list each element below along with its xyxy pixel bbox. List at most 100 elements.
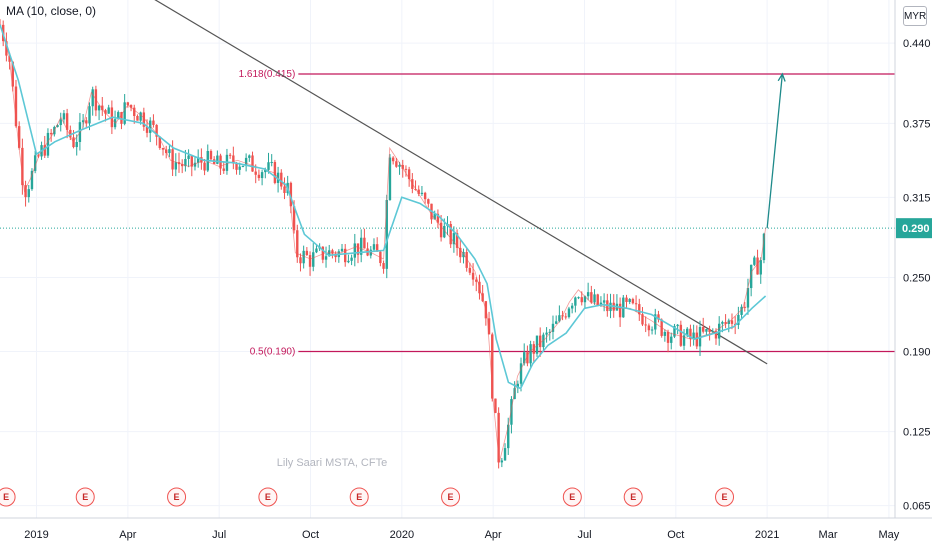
candle-body [436, 213, 440, 223]
candle-body [519, 363, 523, 384]
candle-body [312, 252, 315, 267]
candle-body [254, 171, 257, 175]
candle-body [657, 314, 660, 320]
candle-body [564, 316, 567, 318]
candle-body [743, 306, 746, 308]
candle-body [593, 294, 596, 303]
watermark-text: Lily Saari MSTA, CFTe [277, 457, 387, 469]
candle-body [129, 104, 133, 108]
candle-body [746, 288, 750, 308]
candle-body [459, 247, 462, 258]
candle-body [407, 169, 411, 180]
candle-body [628, 299, 631, 302]
candle-body [398, 164, 401, 167]
candle-body [689, 328, 692, 339]
candle-body [104, 110, 107, 114]
candle-body [708, 329, 711, 333]
candle-body [391, 157, 395, 162]
candle-body [196, 157, 200, 163]
candle-body [679, 324, 683, 346]
time-axis-tick-label: 2020 [390, 529, 414, 541]
price-axis-tick-label: 0.250 [903, 273, 931, 285]
earnings-marker-label: E [82, 492, 88, 502]
time-axis-tick-label: Mar [819, 529, 838, 541]
ma-line[interactable] [0, 24, 767, 390]
candle-body [414, 188, 417, 190]
candle-body [123, 102, 126, 124]
candle-body [324, 256, 328, 260]
candle-body [30, 170, 34, 190]
trendline[interactable] [0, 0, 768, 365]
candle-body [759, 260, 762, 275]
candle-body [81, 120, 85, 123]
earnings-marker-label: E [265, 492, 271, 502]
candle-body [184, 158, 187, 167]
candle-body [331, 250, 334, 254]
candle-body [107, 107, 110, 114]
candle-body [27, 189, 30, 198]
candle-body [43, 145, 46, 156]
candle-body [583, 296, 587, 303]
candle-body [292, 206, 296, 231]
earnings-marker[interactable] [562, 487, 582, 507]
candle-body [356, 243, 360, 255]
time-axis-tick-label: Jul [577, 529, 591, 541]
candle-body [673, 326, 676, 337]
candle-body [666, 331, 670, 343]
earnings-marker[interactable] [715, 487, 735, 507]
candle-body [609, 302, 612, 312]
candle-body [596, 294, 599, 305]
candle-body [257, 174, 261, 179]
time-axis-tick-label: 2021 [755, 529, 779, 541]
candle-body [193, 162, 197, 167]
candle-body [280, 172, 283, 187]
candle-body [353, 243, 357, 258]
candle-body [372, 244, 376, 250]
currency-badge[interactable]: MYR [903, 6, 927, 26]
candle-body [756, 257, 759, 275]
candle-body [468, 267, 472, 273]
candle-body [65, 113, 69, 130]
candle-body [423, 192, 427, 200]
indicator-label[interactable]: MA (10, close, 0) [6, 4, 97, 18]
candle-body [158, 136, 162, 149]
candle-body [545, 332, 548, 335]
candle-body [85, 120, 88, 124]
close-line [0, 24, 766, 463]
candle-body [737, 314, 740, 325]
time-axis-tick-label: May [879, 529, 900, 541]
candle-body [702, 327, 705, 332]
candle-body [452, 233, 456, 245]
candle-body [500, 460, 504, 463]
candle-body [145, 126, 149, 133]
earnings-marker[interactable] [258, 487, 278, 507]
earnings-marker[interactable] [623, 487, 643, 507]
candle-body [449, 223, 452, 245]
projection-arrow[interactable] [766, 73, 784, 229]
candle-body [705, 329, 708, 332]
candle-body [24, 185, 27, 198]
candle-body [714, 331, 718, 339]
price-axis-tick-label: 0.440 [903, 38, 931, 50]
earnings-marker[interactable] [441, 487, 461, 507]
candle-body [535, 335, 539, 354]
candle-body [190, 155, 193, 167]
candle-body [586, 292, 590, 297]
candle-body [149, 120, 152, 133]
candle-body [721, 321, 724, 324]
candle-body [305, 250, 309, 256]
earnings-marker[interactable] [349, 487, 369, 507]
candle-body [503, 448, 507, 461]
earnings-marker[interactable] [75, 487, 95, 507]
candle-body [315, 248, 318, 253]
candle-body [762, 233, 766, 261]
price-axis-tick-label: 0.375 [903, 118, 931, 130]
candle-body [142, 112, 146, 127]
candle-body [171, 149, 174, 170]
earnings-marker[interactable] [0, 487, 16, 507]
candle-body [49, 132, 53, 135]
candle-body [216, 155, 219, 164]
earnings-marker[interactable] [167, 487, 187, 507]
candle-body [244, 157, 248, 166]
